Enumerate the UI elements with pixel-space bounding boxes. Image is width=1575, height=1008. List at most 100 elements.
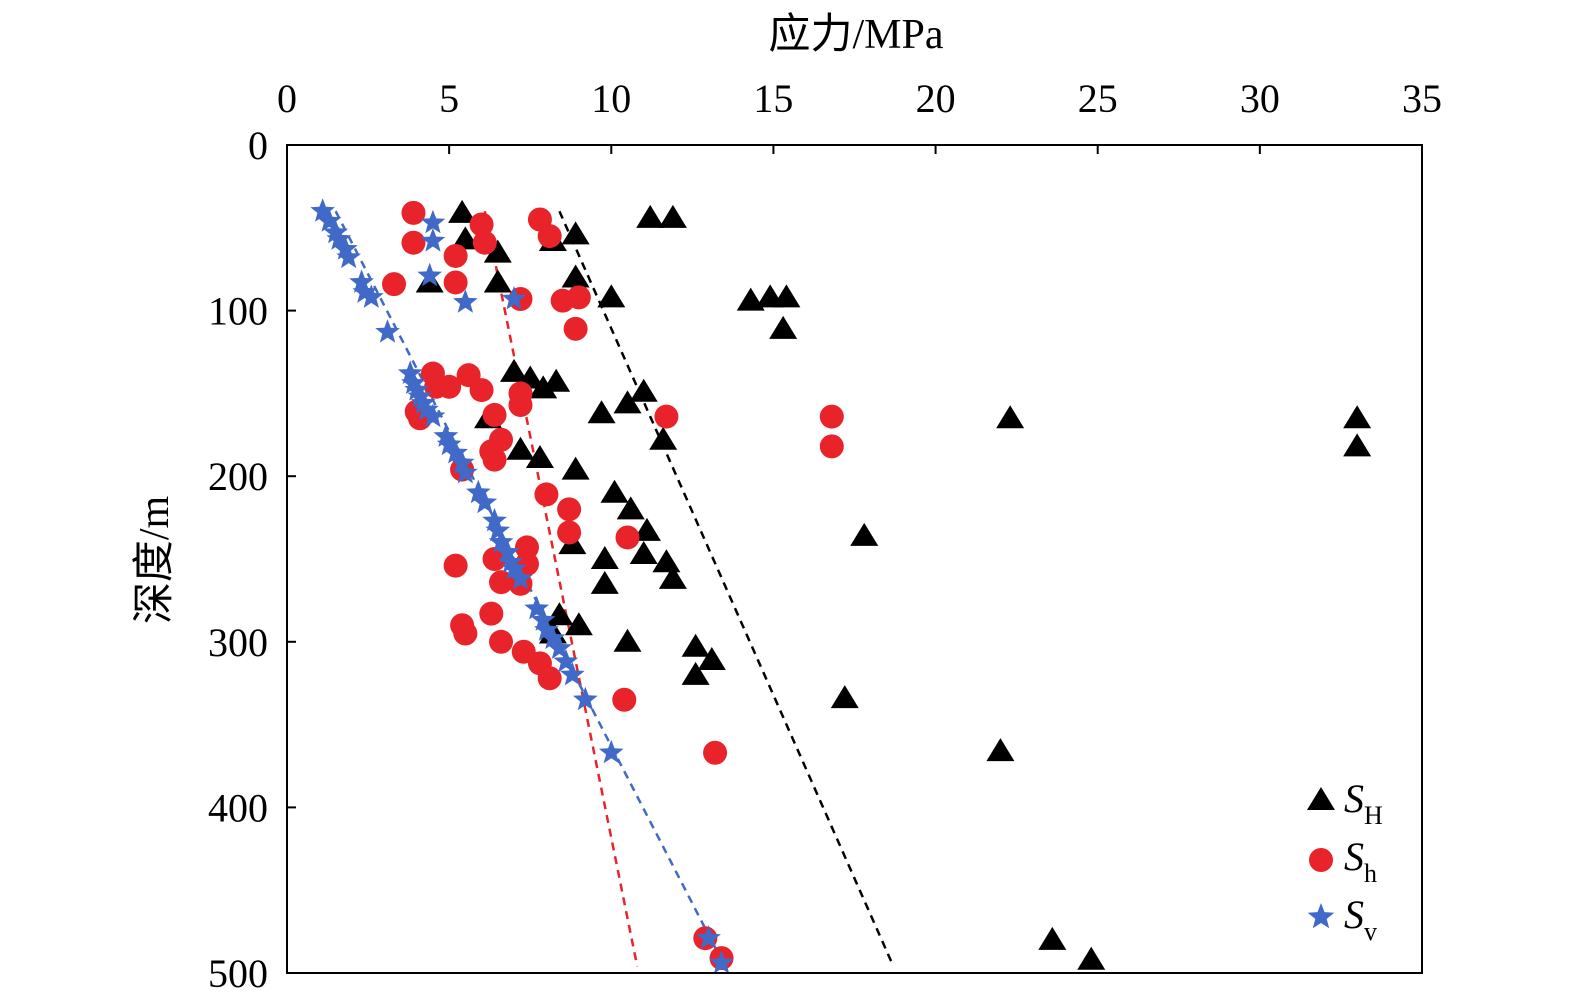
sv-point <box>534 617 559 641</box>
sh-upper-point <box>1038 926 1067 950</box>
x-tick-label: 0 <box>277 76 297 121</box>
sv-point <box>472 489 498 514</box>
y-tick-label: 500 <box>208 951 268 996</box>
sv-point <box>420 403 446 428</box>
sh-upper-point <box>996 405 1025 429</box>
sh-lower-point <box>482 547 507 571</box>
sh-upper-point <box>1343 405 1372 429</box>
sh-upper-point <box>545 602 574 626</box>
sh-lower-point <box>469 212 494 237</box>
sh-lower-point <box>557 520 582 545</box>
sv-point <box>349 269 374 293</box>
y-tick-label: 200 <box>208 454 268 499</box>
sv-point <box>401 370 426 394</box>
sh-upper-point <box>632 517 661 541</box>
sv-point <box>709 950 734 974</box>
sh-lower-point <box>566 285 591 310</box>
sh-upper-point <box>500 358 528 382</box>
x-tick-label: 20 <box>916 76 956 121</box>
x-tick-label: 5 <box>439 76 459 121</box>
sv-point <box>404 377 430 401</box>
sv-point <box>417 262 442 287</box>
sh-upper-point <box>772 284 801 308</box>
sh-lower-point <box>508 392 533 417</box>
sh-lower-point <box>443 270 468 295</box>
sh-lower-point <box>437 374 462 399</box>
sv-point <box>598 739 624 764</box>
sh-upper-point <box>652 549 681 573</box>
sv-point <box>540 625 566 649</box>
sh-upper-point <box>629 541 658 565</box>
sh-upper-point <box>448 199 477 223</box>
series-sh <box>382 200 844 971</box>
sv-point <box>407 383 433 408</box>
sv-point <box>359 284 384 308</box>
legend-item-sv: Sv <box>1307 892 1377 946</box>
sv-point <box>453 459 478 484</box>
sh-upper-point <box>613 628 642 652</box>
legend-label-sh-upper: SH <box>1344 776 1383 830</box>
sv-point <box>495 539 520 563</box>
sh-lower-point <box>819 434 844 459</box>
sv-point <box>560 661 585 686</box>
x-tick-label: 15 <box>753 76 793 121</box>
sv-point <box>573 686 598 711</box>
sh-upper-point <box>600 479 629 503</box>
plot-frame <box>286 144 1423 974</box>
sv-point <box>375 319 400 343</box>
sv-point <box>449 450 475 474</box>
x-tick-group: 0 5 10 15 20 25 30 35 <box>277 76 1442 154</box>
sv-point <box>333 236 358 260</box>
sh-lower-point <box>537 666 562 691</box>
data-point-group <box>310 198 1372 974</box>
sh-lower-point <box>703 740 728 765</box>
y-axis-title: 深度/m <box>132 496 178 625</box>
sh-lower-point <box>401 230 426 255</box>
sh-lower-point <box>482 402 507 427</box>
sv-point <box>316 208 342 232</box>
legend-circle-marker <box>1309 848 1333 872</box>
sh-upper-point <box>681 661 710 685</box>
sv-point <box>696 925 721 949</box>
sh-lower-point <box>612 687 637 712</box>
sh-upper-point <box>561 264 590 288</box>
sv-point <box>410 390 436 414</box>
sh-lower-point <box>819 404 844 429</box>
sv-point <box>420 209 446 234</box>
sh-lower-point <box>443 243 468 268</box>
legend-label-sh-lower: Sh <box>1344 834 1377 888</box>
sh-upper-point <box>587 400 616 424</box>
sh-lower-point <box>534 482 559 507</box>
sh-upper-point <box>636 204 665 228</box>
sv-point <box>352 279 378 303</box>
sh-upper-point <box>529 375 558 399</box>
sh-lower-point <box>469 378 494 403</box>
sh-upper-point <box>561 456 590 480</box>
sh-lower-point <box>654 404 679 429</box>
x-tick-label: 35 <box>1402 76 1442 121</box>
x-tick-label: 10 <box>591 76 631 121</box>
sh-upper-point <box>629 378 658 402</box>
sv-point <box>336 244 361 269</box>
sv-point <box>501 286 527 310</box>
sh-upper-point <box>1077 946 1106 970</box>
sh-upper-point <box>564 612 593 636</box>
sh-upper-point <box>506 436 535 460</box>
sh-upper-point <box>590 570 619 594</box>
series-sv <box>310 198 734 974</box>
sh-upper-point <box>483 239 512 263</box>
sh-upper-point <box>1343 433 1372 457</box>
sh-lower-point <box>479 601 504 626</box>
legend-label-sv: Sv <box>1344 892 1377 946</box>
sh-upper-point <box>986 738 1015 762</box>
sv-point <box>420 228 446 252</box>
sv-point <box>547 635 572 659</box>
sv-point <box>488 529 514 553</box>
sh-lower-point <box>615 525 640 550</box>
sh-upper-point <box>850 522 879 546</box>
sv-point <box>443 440 468 464</box>
x-axis-title: 应力/MPa <box>768 11 943 58</box>
y-tick-label: 400 <box>208 785 268 830</box>
sv-point <box>453 289 478 313</box>
sh-lower-point <box>382 272 407 297</box>
